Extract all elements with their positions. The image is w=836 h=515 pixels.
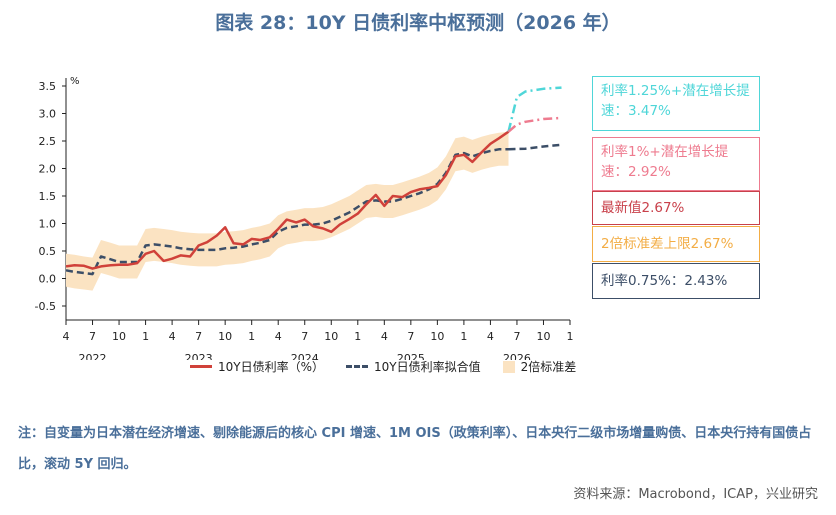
x-tick-label: 7: [89, 330, 96, 343]
x-tick-label: 10: [112, 330, 126, 343]
x-tick-label: 7: [407, 330, 414, 343]
y-tick-label: 0.5: [39, 245, 57, 258]
projection-line-2: [507, 116, 562, 133]
x-tick-label: 7: [195, 330, 202, 343]
y-tick-label: -0.5: [35, 300, 56, 313]
x-tick-label: 10: [536, 330, 550, 343]
y-tick-label: 2.0: [39, 163, 57, 176]
x-tick-label: 10: [430, 330, 444, 343]
x-year-label: 2023: [185, 352, 213, 360]
x-tick-label: 4: [381, 330, 388, 343]
x-year-label: 2025: [397, 352, 425, 360]
legend-item-actual: 10Y日债利率（%）: [190, 358, 324, 375]
legend-label-fitted: 10Y日债利率拟合值: [374, 360, 481, 374]
legend-item-band: 2倍标准差: [502, 358, 577, 375]
legend-swatch-actual: [190, 365, 212, 368]
x-tick-label: 1: [142, 330, 149, 343]
legend-label-band: 2倍标准差: [520, 360, 577, 374]
legend-label-actual: 10Y日债利率（%）: [218, 360, 325, 374]
actual-series-line: [65, 130, 510, 270]
y-tick-label: 0.0: [39, 273, 57, 286]
annotation-text: 利率1.25%+潜在增长提速：3.47%: [601, 83, 750, 119]
x-tick-label: 4: [487, 330, 494, 343]
chart-title: 图表 28：10Y 日债利率中枢预测（2026 年）: [215, 12, 621, 34]
x-year-label: 2024: [291, 352, 319, 360]
annotation-text: 利率0.75%：2.43%: [601, 273, 728, 289]
x-tick-label: 4: [63, 330, 70, 343]
legend-swatch-fitted: [346, 365, 369, 368]
annotation-latest: 最新值2.67%: [592, 191, 760, 225]
x-tick-label: 10: [218, 330, 232, 343]
annotation-text: 利率1%+潜在增长提速：2.92%: [601, 144, 729, 180]
x-tick-label: 1: [567, 330, 574, 343]
annotation-text: 2倍标准差上限2.67%: [601, 236, 734, 252]
x-tick-label: 4: [169, 330, 176, 343]
y-unit-label: %: [70, 76, 80, 87]
annotation-text: 最新值2.67%: [601, 200, 685, 216]
y-tick-label: 1.0: [39, 218, 57, 231]
x-year-label: 2026: [503, 352, 531, 360]
projection-line-1: [507, 86, 562, 132]
footnote: 注：自变量为日本潜在经济增速、剔除能源后的核心 CPI 增速、1M OIS（政策…: [18, 426, 812, 472]
fitted-series-line: [65, 148, 509, 276]
x-tick-label: 10: [324, 330, 338, 343]
y-tick-label: 1.5: [39, 190, 57, 203]
annotation-band-upper: 2倍标准差上限2.67%: [592, 226, 760, 262]
annotation-rate-1-25: 利率1.25%+潜在增长提速：3.47%: [592, 76, 760, 131]
legend-item-fitted: 10Y日债利率拟合值: [346, 358, 481, 375]
band-area: [66, 131, 509, 291]
chart-legend: 10Y日债利率（%） 10Y日债利率拟合值 2倍标准差: [190, 358, 598, 375]
x-tick-label: 7: [301, 330, 308, 343]
x-tick-label: 1: [248, 330, 255, 343]
chart-area: % 3.5 3.0 2.5 2.0 1.5 1.0 0.5 0.0 -0.5 4 7 10 1 4 7 10 1 4…: [35, 76, 574, 360]
annotation-rate-1: 利率1%+潜在增长提速：2.92%: [592, 137, 760, 191]
x-year-label: 2022: [79, 352, 107, 360]
y-tick-label: 3.5: [39, 80, 57, 93]
projection-line-3: [508, 143, 562, 151]
y-tick-label: 2.5: [39, 135, 57, 148]
legend-swatch-band: [502, 360, 515, 373]
x-tick-label: 7: [513, 330, 520, 343]
x-tick-label: 1: [460, 330, 467, 343]
x-tick-label: 1: [354, 330, 361, 343]
source-line: 资料来源：Macrobond，ICAP，兴业研究: [573, 487, 818, 502]
x-tick-label: 4: [275, 330, 282, 343]
annotation-rate-0-75: 利率0.75%：2.43%: [592, 263, 760, 299]
y-tick-label: 3.0: [39, 108, 57, 121]
